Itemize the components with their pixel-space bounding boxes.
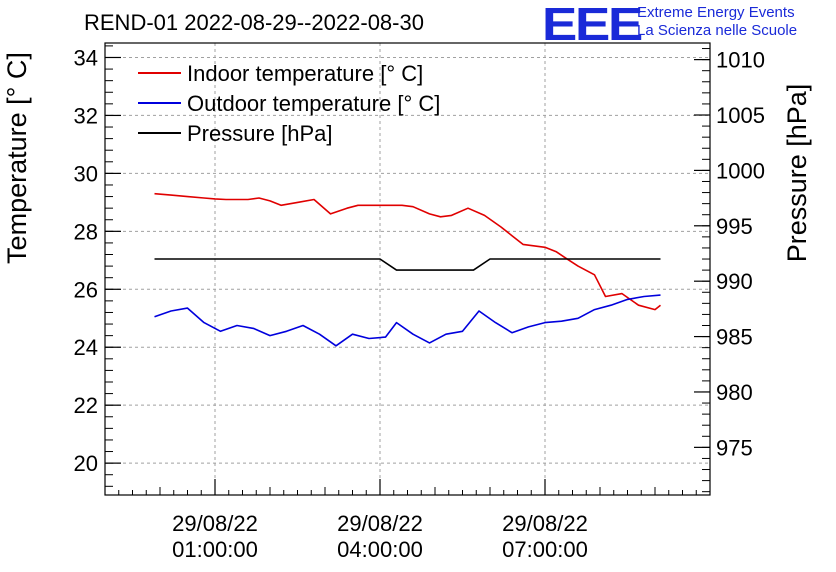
y-tick-label: 34 (74, 45, 98, 70)
y2-tick-label: 1005 (716, 103, 765, 128)
legend-label-outdoor: Outdoor temperature [° C] (187, 91, 440, 116)
y2-tick-label: 995 (716, 214, 753, 239)
y-tick-label: 30 (74, 161, 98, 186)
y-tick-label: 22 (74, 393, 98, 418)
x-tick-label-time: 01:00:00 (172, 537, 258, 562)
eee-logo: EEE (542, 0, 643, 50)
y-tick-label: 28 (74, 219, 98, 244)
x-axis: 29/08/2201:00:0029/08/2204:00:0029/08/22… (104, 479, 711, 562)
y2-tick-label: 1010 (716, 48, 765, 73)
y2-tick-label: 990 (716, 269, 753, 294)
x-tick-label-time: 04:00:00 (337, 537, 423, 562)
y-tick-label: 24 (74, 335, 98, 360)
y2-tick-label: 1000 (716, 158, 765, 183)
x-tick-label-date: 29/08/22 (502, 511, 588, 536)
legend: Indoor temperature [° C] Outdoor tempera… (138, 61, 440, 146)
y2-tick-label: 975 (716, 435, 753, 460)
chart-title: REND-01 2022-08-29--2022-08-30 (84, 10, 424, 35)
right-axis: 975 980 985 990 995 1000 1005 1010 (694, 48, 765, 493)
left-axis: 20 22 24 26 28 30 32 34 (74, 45, 121, 487)
y2-tick-label: 985 (716, 325, 753, 350)
x-tick-label-time: 07:00:00 (502, 537, 588, 562)
org-line-2: La Scienza nelle Scuole (637, 22, 798, 39)
y2-tick-label: 980 (716, 380, 753, 405)
x-tick-label-date: 29/08/22 (172, 511, 258, 536)
y2-axis-label: Pressure [hPa] (782, 84, 812, 263)
indoor-temperature-line (154, 192, 661, 311)
y-axis-label: Temperature [° C] (2, 52, 32, 264)
pressure-line (154, 258, 661, 271)
org-line-1: Extreme Energy Events (637, 4, 795, 21)
x-tick-label-date: 29/08/22 (337, 511, 423, 536)
legend-label-indoor: Indoor temperature [° C] (187, 61, 423, 86)
series-lines (154, 192, 661, 347)
y-tick-label: 20 (74, 451, 98, 476)
outdoor-temperature-line (154, 294, 661, 347)
y-tick-label: 32 (74, 103, 98, 128)
grid-lines (105, 43, 710, 495)
y-tick-label: 26 (74, 277, 98, 302)
organization-name: Extreme Energy Events La Scienza nelle S… (637, 4, 797, 40)
legend-label-pressure: Pressure [hPa] (187, 121, 333, 146)
